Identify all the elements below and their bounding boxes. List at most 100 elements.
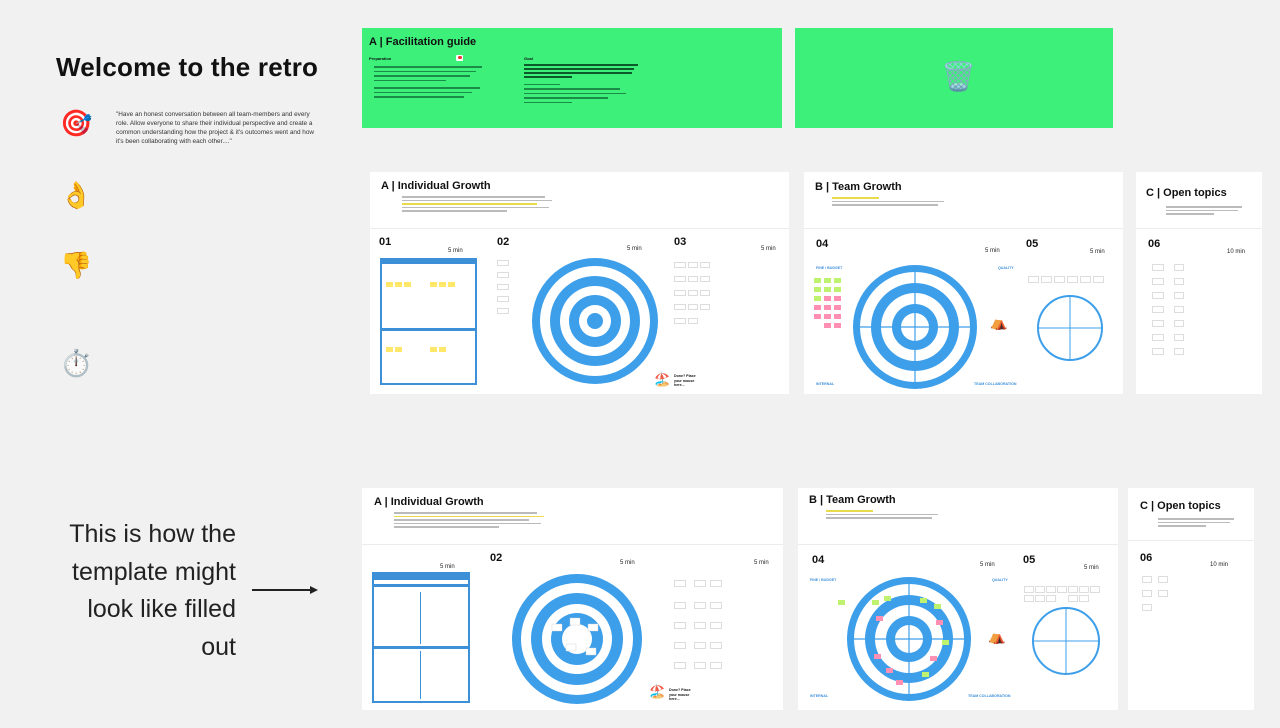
timer-01: 5 min [448,248,463,254]
timer-03-filled: 5 min [754,560,769,566]
sticky-note[interactable] [386,282,393,287]
surf-icon: 🏖️ [654,372,671,387]
filled-out-caption: This is how the template might look like… [30,516,236,666]
individual-growth-title-2: A | Individual Growth [374,496,484,508]
timer-01-filled: 5 min [440,564,455,570]
facilitation-guide-frame[interactable]: A | Facilitation guide Preparation Goal [362,28,782,128]
sticky-note[interactable] [439,282,446,287]
box-header [374,574,468,580]
growth-target-chart-filled[interactable] [510,572,644,706]
team-collab-label-2: TEAM COLLABORATION [968,694,1011,698]
expectations-box-filled[interactable] [372,647,470,703]
open-topics-frame-2[interactable]: C | Open topics 06 10 min [1128,488,1254,710]
step-04-filled: 04 [812,554,825,566]
timer-02: 5 min [627,246,642,252]
open-topics-title: C | Open topics [1146,187,1227,199]
individual-intro-lines-2 [394,512,544,530]
step-05-filled: 05 [1023,554,1036,566]
growth-target-chart[interactable] [530,256,660,386]
surf-icon-2: 🏖️ [649,684,666,699]
step-04: 04 [816,238,829,250]
quality-label-2: QUALITY [992,578,1008,582]
team-summary-circle-filled[interactable] [1022,606,1106,676]
team-target-chart[interactable] [852,264,978,390]
camp-icon: ⛺ [990,314,1008,330]
box-divider [420,651,421,699]
goal-lines [524,64,644,106]
sticky-note[interactable] [439,347,446,352]
ok-hand-icon: 👌 [60,180,93,210]
team-intro-lines-2 [826,510,944,521]
heart-icon [456,55,463,61]
team-growth-title: B | Team Growth [815,181,902,193]
individual-intro-lines [402,196,552,214]
step-02-filled: 02 [490,552,503,564]
sticky-note[interactable] [430,347,437,352]
camp-icon-2: ⛺ [988,628,1006,644]
timer-04-filled: 5 min [980,562,995,568]
open-topics-title-2: C | Open topics [1140,500,1221,512]
arrow-line [252,589,314,591]
team-growth-title-2: B | Team Growth [809,494,896,506]
preparation-lines [374,66,494,101]
timer-04: 5 min [985,248,1000,254]
thumbs-down-icon: 👎 [60,250,93,280]
team-growth-frame-2[interactable]: B | Team Growth 04 05 5 min 5 min FINE /… [798,488,1118,710]
stopwatch-icon: ⏱️ [60,348,93,378]
caption-line-1: This is how the [69,520,236,548]
caption-line-4: out [201,632,236,661]
timer-02-filled: 5 min [620,560,635,566]
sticky-note[interactable] [448,282,455,287]
done-note: Done? Place your mouse here... [674,374,696,387]
individual-growth-frame-1[interactable]: A | Individual Growth 01 02 03 5 min 5 m… [370,172,789,394]
step-06: 06 [1148,238,1161,250]
box-subheader [374,584,468,587]
team-intro-lines [832,197,950,208]
open-topics-frame-1[interactable]: C | Open topics 06 10 min [1136,172,1262,394]
step-01: 01 [379,236,392,248]
step-03: 03 [674,236,687,248]
sticky-note[interactable] [404,282,411,287]
preparation-heading: Preparation [369,56,392,61]
project-objectives-box[interactable] [380,258,477,330]
timer-06: 10 min [1227,249,1246,255]
goal-heading: Goal [524,56,533,61]
sticky-note[interactable] [386,347,393,352]
expectations-box[interactable] [380,329,477,385]
fine-budget-label-2: FINE / BUDGET [810,578,837,582]
open-intro-lines [1166,206,1246,217]
sticky-note[interactable] [430,282,437,287]
caption-line-2: template might [72,557,236,586]
step-02: 02 [497,236,510,248]
team-collab-label: TEAM COLLABORATION [974,382,1017,386]
team-summary-circle[interactable] [1026,294,1108,362]
quality-label: QUALITY [998,266,1014,270]
internal-label: INTERNAL [816,382,835,386]
intro-quote: "Have an honest conversation between all… [116,111,315,145]
step-06-filled: 06 [1140,552,1153,564]
trash-frame[interactable]: 🗑️ [795,28,1113,128]
facilitation-guide-title: A | Facilitation guide [369,36,477,48]
step-05: 05 [1026,238,1039,250]
team-target-chart-filled[interactable] [846,576,972,702]
arrow-right-icon [310,585,318,594]
timer-05-filled: 5 min [1084,565,1099,571]
done-note-2: Done? Place your mouse here... [669,688,691,701]
timer-05: 5 min [1090,249,1105,255]
box-divider [420,592,421,644]
target-icon: 🎯 [60,108,93,138]
team-growth-frame-1[interactable]: B | Team Growth 04 05 5 min 5 min FINE /… [804,172,1123,394]
sticky-note[interactable] [395,282,402,287]
timer-03: 5 min [761,246,776,252]
box-header [382,260,475,264]
sticky-note[interactable] [838,600,845,605]
caption-line-3: look like filled [87,595,236,623]
sticky-note[interactable] [395,347,402,352]
fine-budget-label: FINE / BUDGET [816,266,843,270]
trash-icon[interactable]: 🗑️ [941,61,976,92]
open-intro-lines-2 [1158,518,1238,529]
page-title: Welcome to the retro [56,52,319,82]
internal-label-2: INTERNAL [810,694,829,698]
individual-growth-title: A | Individual Growth [381,180,491,192]
individual-growth-frame-2[interactable]: A | Individual Growth 02 5 min 5 min 5 m… [362,488,783,710]
